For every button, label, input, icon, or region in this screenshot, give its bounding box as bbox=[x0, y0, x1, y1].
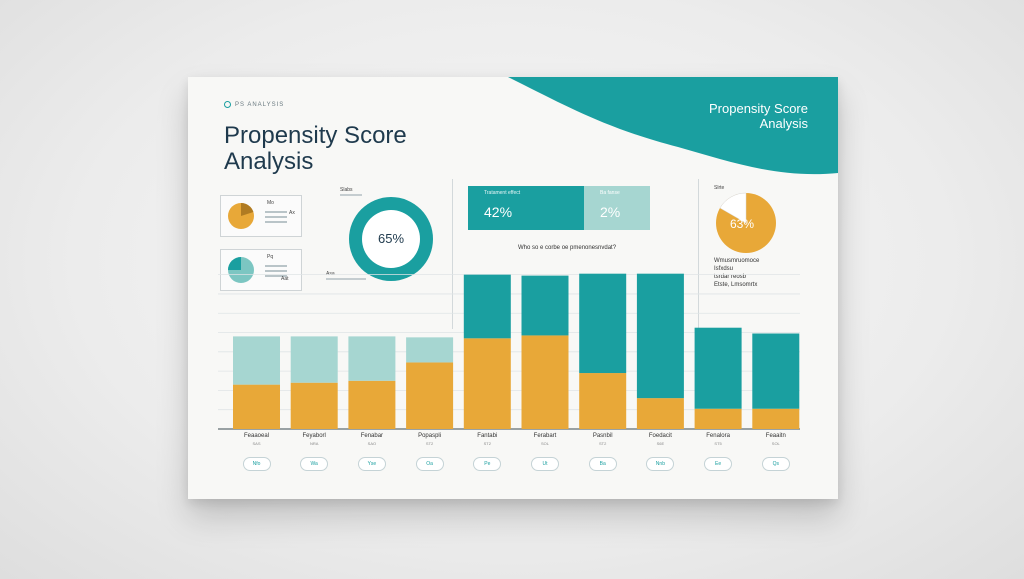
stacked-bar-chart bbox=[218, 273, 800, 430]
teal-wave-banner bbox=[508, 77, 838, 175]
right-divider bbox=[698, 179, 699, 329]
donut-caption-line bbox=[340, 194, 362, 196]
bar-segment-base bbox=[579, 373, 627, 429]
bar-segment-base bbox=[521, 335, 569, 429]
x-tick-sublabel: SOL bbox=[771, 441, 780, 446]
category-badge: Qs bbox=[761, 457, 790, 471]
right-pie-note: Isfxdsu bbox=[714, 266, 734, 272]
category-badge: Nnb bbox=[646, 457, 675, 471]
kpi-card-balance: Ba fanse 2% bbox=[584, 186, 650, 230]
mini-pie-panel-1: Mo Ax bbox=[220, 195, 302, 237]
x-tick-sublabel: ST5 bbox=[714, 441, 722, 446]
bar-segment-top bbox=[290, 336, 338, 383]
x-tick-sublabel: ST2 bbox=[599, 441, 607, 446]
x-tick-label: Feaaitn bbox=[765, 433, 786, 439]
bar-segment-top bbox=[463, 274, 511, 339]
x-tick-sublabel: ST2 bbox=[483, 441, 491, 446]
x-tick-sublabel: SAS bbox=[252, 441, 261, 446]
category-badge: Oa bbox=[415, 457, 444, 471]
mini-legend-2-label-a: Pq bbox=[267, 254, 274, 260]
category-badge: Yse bbox=[357, 457, 386, 471]
x-tick-sublabel: NRA bbox=[309, 441, 319, 446]
right-pie-note: tsrdar reosb bbox=[714, 274, 747, 280]
section-divider bbox=[442, 179, 453, 329]
category-badge: Wa bbox=[300, 457, 329, 471]
x-tick-sublabel: SOL bbox=[540, 441, 549, 446]
x-tick-label: Fantabi bbox=[477, 433, 498, 439]
right-pie-chart bbox=[716, 192, 776, 253]
x-tick-label: Foedacit bbox=[648, 433, 672, 439]
right-pie-value: 63% bbox=[729, 217, 755, 231]
category-badge: Ba bbox=[588, 457, 617, 471]
page-title: Propensity Score Analysis bbox=[224, 122, 407, 175]
donut-chart bbox=[349, 197, 433, 281]
right-pie-note: Etste, Lmsomrtx bbox=[714, 282, 758, 288]
x-tick-label: Fenalora bbox=[706, 433, 730, 439]
category-badge: Ee bbox=[704, 457, 733, 471]
bar-segment-base bbox=[752, 408, 800, 429]
bar-segment-top bbox=[233, 336, 280, 385]
chart-question: Who so e corbe oe pmenonesnvdat? bbox=[518, 245, 617, 251]
bar-segment-base bbox=[290, 382, 338, 429]
mini-pie-panel-2: Pq Aat bbox=[220, 249, 302, 291]
bar-segment-top bbox=[406, 337, 454, 363]
bar-segment-top bbox=[694, 327, 742, 409]
donut-caption-rule bbox=[326, 278, 366, 280]
mini-legend-1-label-a: Mo bbox=[267, 200, 274, 206]
bar-segment-top bbox=[521, 275, 569, 336]
x-tick-sublabel: S6E bbox=[656, 441, 665, 446]
right-pie-notes: Wmusmruomoce Isfxdsu tsrdar reosb Etste,… bbox=[714, 257, 759, 289]
bar-segment-top bbox=[579, 273, 627, 374]
x-tick-label: Feaaoeal bbox=[243, 433, 270, 439]
x-tick-label: Popaspli bbox=[418, 433, 442, 439]
category-badge: Pe bbox=[473, 457, 502, 471]
bar-segment-base bbox=[233, 384, 280, 429]
right-pie-caption: Slrte bbox=[714, 185, 725, 191]
x-tick-label: Fenabar bbox=[360, 433, 384, 439]
kpi-caption-2: Ba fanse bbox=[600, 190, 620, 196]
bar-segment-top bbox=[752, 333, 800, 409]
donut-caption-bottom: Asa bbox=[326, 271, 335, 277]
x-tick-sublabel: SAO bbox=[367, 441, 377, 446]
kpi-card-treatment: Tratament effect 42% bbox=[468, 186, 584, 230]
kpi-value-2: 2% bbox=[600, 204, 621, 220]
header-kicker: PS ANALYSIS bbox=[224, 101, 284, 108]
bar-segment-base bbox=[348, 380, 396, 429]
category-badge: Ut bbox=[531, 457, 559, 471]
bar-segment-base bbox=[694, 408, 742, 429]
x-tick-label: Pasnbil bbox=[592, 433, 613, 439]
x-tick-sublabel: ST2 bbox=[425, 441, 434, 446]
right-pie-note: Wmusmruomoce bbox=[714, 258, 760, 264]
mini-legend-1-label-b: Ax bbox=[289, 210, 295, 216]
bar-segment-base bbox=[463, 338, 511, 429]
kpi-value-1: 42% bbox=[484, 204, 513, 220]
x-tick-label: Feyaborl bbox=[302, 433, 326, 439]
banner-title: Propensity Score Analysis bbox=[709, 101, 808, 131]
bar-segment-base bbox=[636, 398, 684, 429]
kpi-caption-1: Tratament effect bbox=[484, 190, 521, 196]
x-tick-label: Ferabart bbox=[533, 433, 557, 439]
mini-legend-2-label-b: Aat bbox=[281, 276, 289, 282]
slide-card: PS ANALYSIS Propensity Score Analysis Pr… bbox=[188, 77, 838, 499]
mini-pie-chart-2 bbox=[228, 257, 254, 283]
donut-value: 65% bbox=[377, 231, 405, 246]
logo-icon bbox=[224, 101, 231, 108]
mini-legend-2 bbox=[265, 262, 287, 280]
donut-caption-top: Slabs bbox=[340, 187, 353, 193]
mini-legend-1 bbox=[265, 208, 287, 226]
bar-segment-top bbox=[348, 336, 396, 381]
category-badge: Nfo bbox=[242, 457, 271, 471]
mini-pie-chart-1 bbox=[228, 202, 254, 229]
bar-segment-base bbox=[406, 362, 454, 429]
bar-segment-top bbox=[636, 273, 684, 399]
